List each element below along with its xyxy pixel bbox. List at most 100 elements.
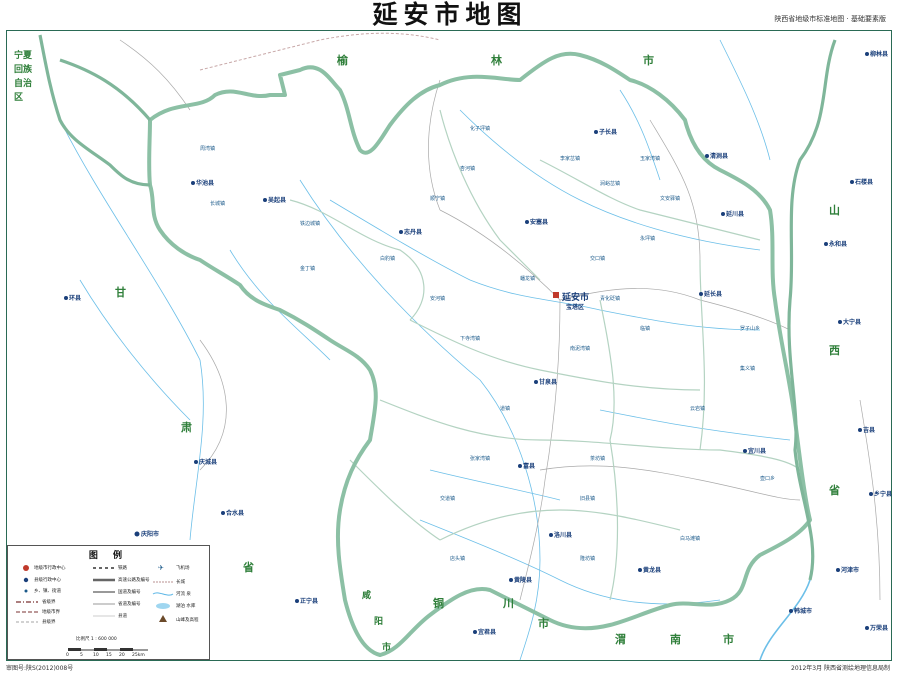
county-seat[interactable]: 华池县 [191, 179, 214, 187]
town: 下寺湾镇 [460, 335, 480, 342]
map-title: 延安市地图 [372, 0, 528, 29]
scale-tick: 20 [119, 653, 125, 658]
region-labels: 宁夏 回族 自治 区 榆 林 市 甘 肃 省 山 西 省 咸 阳 市 铜 川 市… [14, 49, 840, 653]
county-seat[interactable]: 大宁县 [838, 318, 861, 326]
region-xianyang-1: 咸 [362, 589, 371, 601]
region-tongchuan-3: 市 [538, 616, 549, 630]
region-weinan-2: 南 [670, 632, 681, 646]
county-seat[interactable]: 石楼县 [850, 178, 873, 186]
county-seat[interactable]: 安塞县 [525, 218, 548, 226]
border-ningxia-east [59, 58, 152, 122]
town: 安河镇 [430, 295, 445, 302]
province-boundaries [38, 34, 837, 581]
county-seat[interactable]: 延川县 [721, 210, 744, 218]
county-seat[interactable]: 富县 [518, 462, 535, 470]
peak-icon [159, 615, 167, 622]
svg-text:柳林县: 柳林县 [870, 50, 888, 58]
yanan-outline [147, 51, 812, 657]
city-seat-yanan[interactable]: 延安市 宝塔区 [553, 291, 589, 311]
county-seat[interactable]: 清涧县 [705, 152, 728, 160]
region-shanxi-3: 省 [828, 483, 840, 497]
town: 化子坪镇 [470, 125, 490, 132]
region-shanxi-2: 西 [829, 344, 840, 357]
border-ningxia [38, 34, 151, 187]
county-seat[interactable]: 万荣县 [865, 624, 888, 632]
region-ningxia-2: 回族 [14, 63, 33, 75]
town: 蟠龙镇 [520, 275, 535, 282]
legend-label: 铁路 [118, 566, 127, 571]
town: 长城镇 [210, 200, 225, 207]
svg-text:志丹县: 志丹县 [404, 228, 422, 236]
county-seat[interactable]: 合水县 [221, 509, 244, 517]
county-line-3 [539, 159, 761, 241]
county-seat[interactable]: 宜君县 [473, 628, 496, 636]
region-shanxi-1: 山 [829, 203, 840, 217]
county-seat[interactable]: 永和县 [824, 240, 847, 248]
svg-text:石楼县: 石楼县 [854, 178, 873, 186]
city-boundary [147, 51, 812, 657]
svg-text:宜川县: 宜川县 [748, 447, 766, 455]
river-small1 [229, 249, 331, 361]
region-ningxia-1: 宁夏 [14, 49, 33, 61]
town: 交道镇 [440, 495, 455, 502]
svg-text:洛川县: 洛川县 [554, 531, 572, 539]
scale-tick: 15 [106, 653, 112, 658]
town: 张家湾镇 [470, 455, 490, 462]
river-west2 [79, 279, 191, 421]
town: 茶坊镇 [590, 455, 605, 462]
county-seat[interactable]: 吴起县 [263, 196, 286, 204]
river-symbol [152, 592, 174, 596]
county-seat[interactable]: 韩城市 [789, 607, 812, 615]
road-7 [539, 465, 801, 501]
region-weinan-1: 渭 [615, 632, 626, 646]
svg-text:正宁县: 正宁县 [300, 597, 318, 605]
county-seat[interactable]: 环县 [64, 294, 81, 302]
county-seat[interactable]: 黄龙县 [638, 566, 661, 574]
svg-text:河津市: 河津市 [841, 566, 859, 574]
region-ningxia-4: 区 [14, 92, 23, 103]
city-seat-name: 延安市 [561, 291, 589, 303]
publisher-credit: 2012年3月 陕西省测绘地理信息局制 [791, 665, 890, 672]
county-seat[interactable]: 甘泉县 [534, 378, 557, 386]
county-seats: 吴起县 志丹县 安塞县 子长县 延川县 延长县 甘泉县 宜川县 富县 洛川县 黄… [64, 50, 892, 636]
svg-text:延长县: 延长县 [703, 290, 722, 298]
svg-text:子长县: 子长县 [599, 128, 617, 136]
county-seat[interactable]: 吉县 [858, 426, 875, 434]
legend-label: 高速公路及编号 [118, 578, 150, 583]
svg-text:华池县: 华池县 [196, 179, 214, 187]
border-shanxi [787, 39, 837, 581]
county-line-8 [599, 299, 615, 441]
svg-text:大宁县: 大宁县 [843, 318, 861, 326]
county-seat[interactable]: 正宁县 [295, 597, 318, 605]
county-seat[interactable]: 庆城县 [194, 458, 217, 466]
county-seat[interactable]: 延长县 [699, 290, 722, 298]
county-seat[interactable]: 河津市 [836, 566, 859, 574]
svg-text:延川县: 延川县 [725, 210, 744, 218]
scale-tick: 0 [66, 653, 69, 658]
county-seat[interactable]: 志丹县 [399, 228, 422, 236]
region-gansu-3: 省 [242, 560, 254, 574]
county-seat[interactable]: 洛川县 [549, 531, 572, 539]
county-seat[interactable]: 柳林县 [865, 50, 888, 58]
river-luo [299, 179, 541, 661]
svg-text:庆城县: 庆城县 [198, 458, 217, 466]
legend-label: 乡、镇、街道 [34, 589, 61, 594]
region-xianyang-3: 市 [382, 641, 391, 653]
town: 周湾镇 [200, 145, 215, 152]
county-seat[interactable]: 子长县 [594, 128, 617, 136]
county-seat[interactable]: 黄陵县 [509, 576, 532, 584]
town-symbol [24, 589, 28, 593]
county-seat[interactable]: 宜川县 [743, 447, 766, 455]
legend: 图 例 ✈ 地级市行政中心 县级行政中心 乡、镇、街道 省级界 地级市界 县级界… [7, 545, 210, 660]
town: 壶口乡 [760, 475, 775, 482]
svg-text:吉县: 吉县 [863, 426, 875, 434]
county-seat[interactable]: 乡宁县 [869, 490, 892, 498]
road-8 [119, 39, 191, 111]
great-wall [199, 32, 441, 71]
legend-symbols: ✈ [16, 564, 174, 651]
county-seat[interactable]: 庆阳市 [134, 530, 160, 538]
town: 南泥湾镇 [570, 345, 590, 352]
svg-text:安塞县: 安塞县 [530, 218, 548, 226]
town: 铁边城镇 [300, 220, 320, 227]
